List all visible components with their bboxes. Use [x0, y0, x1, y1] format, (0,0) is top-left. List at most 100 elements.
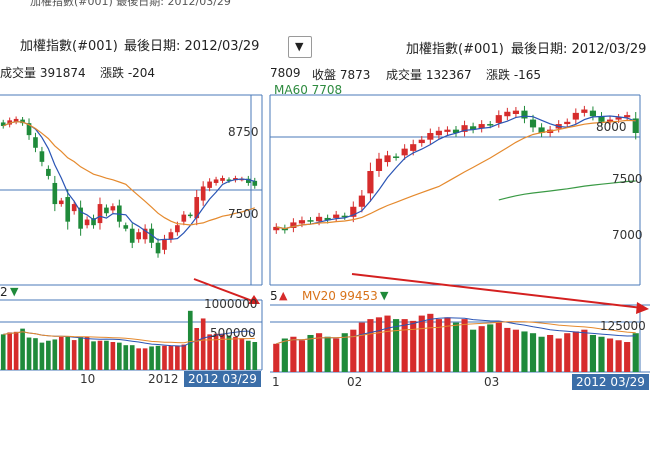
- candle-body: [435, 130, 442, 136]
- candle-body: [350, 206, 357, 217]
- candle-body: [487, 124, 494, 126]
- volume-bar: [58, 336, 64, 370]
- right-volume-tick: 125000: [600, 319, 646, 333]
- volume-bar: [246, 340, 251, 370]
- annotation-arrowhead-right: [636, 302, 649, 314]
- volume-bar: [401, 319, 408, 372]
- left-price-series: [0, 116, 258, 258]
- volume-bar: [13, 331, 19, 370]
- candle-body: [375, 158, 383, 171]
- left-indicator-prefix: 2: [0, 285, 8, 299]
- volume-bar: [142, 348, 148, 370]
- candle-body: [26, 123, 32, 136]
- candle-body: [91, 218, 96, 226]
- candle-body: [187, 214, 193, 217]
- volume-mv20-line: [276, 321, 636, 345]
- volume-bar: [324, 336, 331, 372]
- candle-body: [97, 204, 103, 224]
- candle-body: [71, 204, 77, 212]
- candle-body: [110, 206, 116, 211]
- candle-body: [58, 200, 64, 205]
- right-date-box: 2012 03/29: [572, 374, 649, 390]
- left-volume-tick: 1000000: [204, 297, 258, 311]
- volume-bar: [213, 333, 219, 370]
- volume-bar: [461, 319, 468, 372]
- down-triangle-icon: ▼: [10, 285, 19, 298]
- volume-bar: [26, 337, 32, 370]
- candle-body: [65, 197, 71, 222]
- candle-body: [181, 214, 187, 222]
- volume-bar: [175, 345, 180, 370]
- volume-bar: [555, 338, 562, 372]
- volume-bar: [418, 315, 425, 372]
- volume-bar: [307, 334, 314, 372]
- candle-body: [298, 220, 306, 224]
- right-price-tick: 8000: [596, 120, 627, 134]
- candle-body: [33, 137, 38, 148]
- candle-body: [564, 121, 571, 125]
- candle-body: [367, 171, 374, 194]
- candle-body: [461, 125, 468, 132]
- volume-bar: [367, 319, 374, 372]
- candle-body: [324, 217, 331, 221]
- volume-bar: [33, 338, 38, 370]
- volume-bar: [427, 313, 434, 372]
- candle-body: [168, 232, 174, 240]
- volume-bar: [393, 319, 400, 372]
- volume-mv20-line: [3, 331, 255, 344]
- candle-body: [632, 118, 639, 133]
- volume-bar: [572, 331, 579, 372]
- volume-bar: [0, 334, 6, 370]
- candle-body: [194, 197, 200, 219]
- volume-bar: [290, 336, 297, 372]
- volume-bar: [281, 338, 288, 372]
- chevron-down-icon: ▼: [295, 40, 304, 53]
- right-price-tick: 7500: [612, 172, 643, 186]
- volume-bar: [581, 329, 588, 372]
- volume-bar: [129, 345, 135, 370]
- right-indicator-prefix: 5: [270, 289, 278, 303]
- volume-bar: [564, 333, 571, 372]
- volume-bar: [358, 322, 365, 372]
- candle-body: [52, 182, 58, 205]
- candle-body: [452, 129, 460, 133]
- left-volume-tick: 500000: [210, 326, 256, 340]
- volume-bar: [444, 317, 451, 372]
- candle-body: [427, 133, 434, 140]
- volume-bar: [478, 326, 485, 372]
- right-close-stat: 收盤 7873: [312, 68, 371, 82]
- volume-bar: [624, 342, 631, 372]
- candle-body: [290, 222, 297, 228]
- candle-body: [470, 126, 477, 130]
- volume-bar: [239, 338, 245, 370]
- left-x-label: 10: [80, 372, 96, 386]
- candle-body: [307, 220, 314, 222]
- volume-bar: [529, 333, 537, 372]
- candle-body: [226, 179, 232, 181]
- candle-body: [624, 115, 631, 118]
- candle-body: [175, 225, 180, 233]
- volume-bar: [181, 344, 187, 370]
- candle-body: [495, 115, 502, 123]
- annotation-arrow-right: [351, 273, 643, 309]
- candle-body: [104, 207, 109, 214]
- candle-body: [341, 215, 348, 218]
- candle-body: [478, 124, 485, 129]
- candle-body: [7, 120, 12, 125]
- left-x-label: 2012: [148, 372, 179, 386]
- volume-bar: [149, 346, 154, 370]
- ma-line-20: [2, 121, 255, 226]
- ma-line-60: [498, 180, 636, 201]
- candle-body: [46, 168, 51, 176]
- right-ma60-label: MA60 7708: [274, 83, 343, 97]
- volume-bar: [598, 336, 605, 372]
- volume-bar: [220, 333, 225, 370]
- volume-bar: [187, 310, 193, 370]
- ma-line-5: [2, 121, 255, 241]
- right-change-stat: 漲跌 -165: [486, 68, 542, 82]
- symbol-dropdown[interactable]: ▼: [288, 36, 312, 58]
- volume-bar: [315, 333, 323, 372]
- volume-bar: [39, 342, 45, 370]
- left-title: 加權指數(#001): [20, 39, 118, 54]
